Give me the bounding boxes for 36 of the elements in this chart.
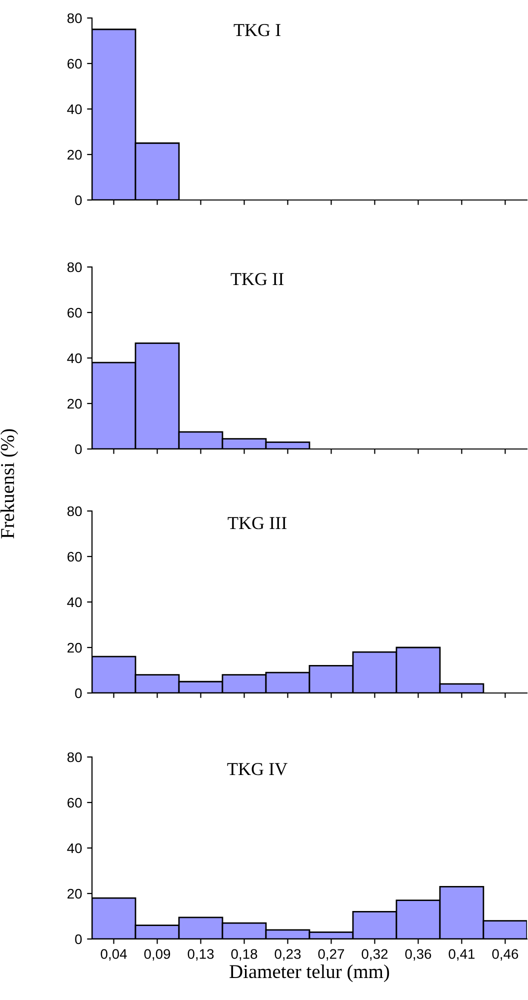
y-tick-label: 80	[67, 752, 82, 762]
y-tick-label: 20	[68, 642, 82, 653]
y-tick-label: 0	[75, 195, 82, 206]
chart-title: TKG IV	[227, 763, 288, 776]
chart-title: TKG I	[234, 24, 280, 36]
chart-title: TKG III	[228, 517, 286, 530]
y-tick-label: 80	[67, 262, 82, 272]
y-tick-label: 20	[68, 398, 82, 409]
y-axis-title: Frekuensi (%)	[0, 429, 18, 538]
x-tick-label: 0,32	[362, 949, 388, 961]
x-tick-label: 0,13	[188, 949, 214, 961]
x-tick-label: 0,46	[492, 949, 518, 961]
y-tick-label: 0	[75, 688, 82, 698]
chart-title: TKG II	[230, 273, 284, 286]
x-tick-label: 0,27	[318, 949, 344, 961]
x-tick-label: 0,36	[405, 949, 432, 961]
y-tick-label: 60	[68, 308, 82, 318]
x-tick-label: 0,09	[144, 949, 170, 961]
x-tick-label: 0,18	[231, 949, 258, 961]
y-tick-label: 20	[68, 150, 82, 160]
y-tick-label: 0	[75, 934, 82, 944]
y-tick-label: 40	[67, 597, 82, 608]
y-tick-label: 60	[68, 58, 82, 69]
x-tick-label: 0,23	[274, 949, 301, 961]
y-tick-label: 80	[67, 506, 82, 516]
y-tick-label: 60	[68, 798, 82, 808]
y-tick-label: 40	[67, 353, 82, 364]
x-axis-title: Diameter telur (mm)	[230, 964, 390, 982]
y-tick-label: 40	[67, 843, 82, 854]
y-tick-label: 20	[68, 888, 82, 899]
y-tick-label: 60	[68, 552, 82, 562]
y-tick-label: 40	[67, 104, 82, 114]
y-tick-label: 0	[75, 444, 82, 454]
y-tick-label: 80	[67, 13, 82, 24]
x-tick-label: 0,41	[448, 949, 475, 961]
x-tick-label: 0,04	[100, 949, 127, 961]
